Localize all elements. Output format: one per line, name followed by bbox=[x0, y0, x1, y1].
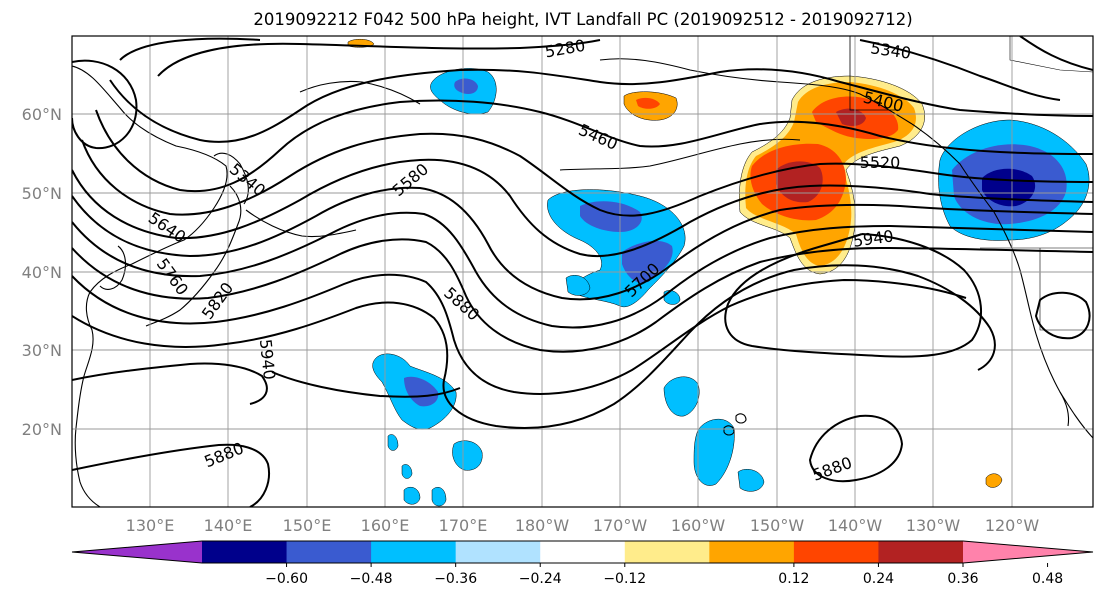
latitude-labels: 60°N 50°N 40°N 30°N 20°N bbox=[22, 105, 62, 439]
colorbar-extend-low bbox=[72, 541, 202, 563]
colorbar-tick-label: −0.48 bbox=[350, 571, 393, 587]
colorbar-tick-label: 0.24 bbox=[863, 571, 894, 587]
lat-label: 50°N bbox=[22, 184, 62, 203]
contour-5400 bbox=[109, 68, 1093, 143]
ivt-positive-shading bbox=[347, 39, 1003, 488]
colorbar-segment bbox=[202, 541, 288, 563]
coast-alaska bbox=[599, 58, 913, 125]
canada-box bbox=[849, 36, 900, 111]
canada-border bbox=[1009, 36, 1093, 73]
lat-label: 60°N bbox=[22, 105, 62, 124]
contour-5520 bbox=[81, 132, 1093, 217]
lon-label: 170°E bbox=[439, 516, 488, 535]
coast-hawaii-2 bbox=[723, 425, 735, 436]
lon-label: 130°W bbox=[906, 516, 961, 535]
contour-5700 bbox=[72, 211, 1093, 329]
contour-label: 5940 bbox=[256, 338, 279, 380]
ivt-blob-bering-east-red bbox=[636, 97, 660, 109]
coast-asia-east bbox=[72, 65, 228, 507]
height-contours bbox=[72, 36, 1093, 507]
colorbar-tick-label: 0.48 bbox=[1032, 571, 1063, 587]
contour-5880-se bbox=[808, 414, 904, 483]
coast-baja bbox=[1059, 391, 1070, 427]
state-border-2 bbox=[1039, 248, 1093, 331]
coast-bering-west bbox=[299, 80, 421, 105]
colorbar-outline bbox=[71, 540, 1094, 564]
colorbar-segment bbox=[793, 541, 879, 563]
colorbar-tick-label: −0.12 bbox=[603, 571, 646, 587]
contour-5280 bbox=[157, 39, 601, 77]
colorbar-extend-high bbox=[963, 541, 1093, 563]
lat-label: 40°N bbox=[22, 263, 62, 282]
ivt-blob-small-warm-2 bbox=[985, 473, 1003, 488]
ivt-blob-small-1 bbox=[452, 440, 483, 471]
ivt-blob-small-7 bbox=[401, 464, 413, 479]
map-border bbox=[71, 35, 1094, 508]
ivt-blob-small-2 bbox=[663, 376, 700, 417]
contour-5880-sw bbox=[72, 443, 270, 507]
ivt-blob-gulf-alaska-core bbox=[776, 161, 823, 203]
colorbar-segment bbox=[371, 541, 457, 563]
contour-low-center bbox=[72, 59, 138, 150]
colorbar-tick-label: 0.36 bbox=[947, 571, 978, 587]
lat-label: 20°N bbox=[22, 420, 62, 439]
coast-korea bbox=[99, 245, 127, 290]
contour-subtrop-arc bbox=[72, 362, 268, 405]
contour-5340 bbox=[119, 37, 261, 61]
lon-label: 140°W bbox=[828, 516, 883, 535]
colorbar-segment bbox=[286, 541, 372, 563]
contour-coast-low bbox=[1034, 291, 1091, 340]
lon-label: 180°W bbox=[515, 516, 570, 535]
longitude-labels: 130°E 140°E 150°E 160°E 170°E 180°W 170°… bbox=[126, 516, 1040, 535]
colorbar-tick-label: 0.12 bbox=[778, 571, 809, 587]
colorbar-tick-label: −0.36 bbox=[434, 571, 477, 587]
contour-5580 bbox=[72, 158, 1093, 258]
contour-top-right bbox=[1019, 36, 1093, 71]
ivt-blob-bering-west-core bbox=[454, 78, 478, 94]
lon-label: 130°E bbox=[126, 516, 175, 535]
ivt-blob-small-5 bbox=[403, 487, 421, 505]
colorbar-segment bbox=[709, 541, 795, 563]
lon-label: 160°E bbox=[361, 516, 410, 535]
contour-5760 bbox=[72, 238, 1093, 353]
contour-label: 5520 bbox=[860, 153, 901, 172]
colorbar-tick-label: −0.24 bbox=[519, 571, 562, 587]
contour-5880-main bbox=[72, 264, 996, 429]
ivt-blob-gulf-alaska-core2 bbox=[836, 108, 866, 126]
colorbar: −0.60 −0.48 −0.36 −0.24 −0.12 0.12 0.24 0.36 0.4… bbox=[71, 540, 1094, 587]
ivt-blob-subtropic-west-core bbox=[404, 376, 439, 407]
coast-na-west bbox=[911, 123, 1093, 439]
map-area: 5280 5340 5400 5460 5520 5580 5640 5700 … bbox=[72, 36, 1093, 507]
lon-label: 160°W bbox=[671, 516, 726, 535]
contour-5820 bbox=[72, 273, 967, 395]
colorbar-segment bbox=[624, 541, 710, 563]
ivt-blob-small-8 bbox=[387, 434, 399, 451]
coast-hawaii-1 bbox=[735, 413, 747, 424]
colorbar-segment bbox=[540, 541, 626, 563]
contour-5940-west bbox=[271, 371, 461, 398]
contour-5940-east bbox=[724, 233, 982, 358]
ivt-blob-small-4 bbox=[737, 469, 765, 492]
coast-aleutian bbox=[559, 138, 801, 171]
contour-5340b bbox=[859, 39, 1061, 101]
lon-label: 150°E bbox=[283, 516, 332, 535]
contour-5640 bbox=[72, 186, 1093, 301]
colorbar-segment bbox=[455, 541, 541, 563]
ivt-blob-small-9 bbox=[565, 275, 591, 296]
lat-label: 30°N bbox=[22, 341, 62, 360]
ivt-blob-west-coast-core bbox=[982, 168, 1036, 207]
lon-label: 140°E bbox=[204, 516, 253, 535]
colorbar-tick-label: −0.60 bbox=[265, 571, 308, 587]
plot-title: 2019092212 F042 500 hPa height, IVT Land… bbox=[253, 10, 912, 29]
contour-5460 bbox=[95, 99, 1093, 193]
ivt-blob-small-3 bbox=[693, 419, 735, 486]
lon-label: 150°W bbox=[750, 516, 805, 535]
colorbar-segment bbox=[878, 541, 964, 563]
ivt-blob-small-6 bbox=[431, 487, 447, 507]
lon-label: 120°W bbox=[985, 516, 1040, 535]
lon-label: 170°W bbox=[593, 516, 648, 535]
